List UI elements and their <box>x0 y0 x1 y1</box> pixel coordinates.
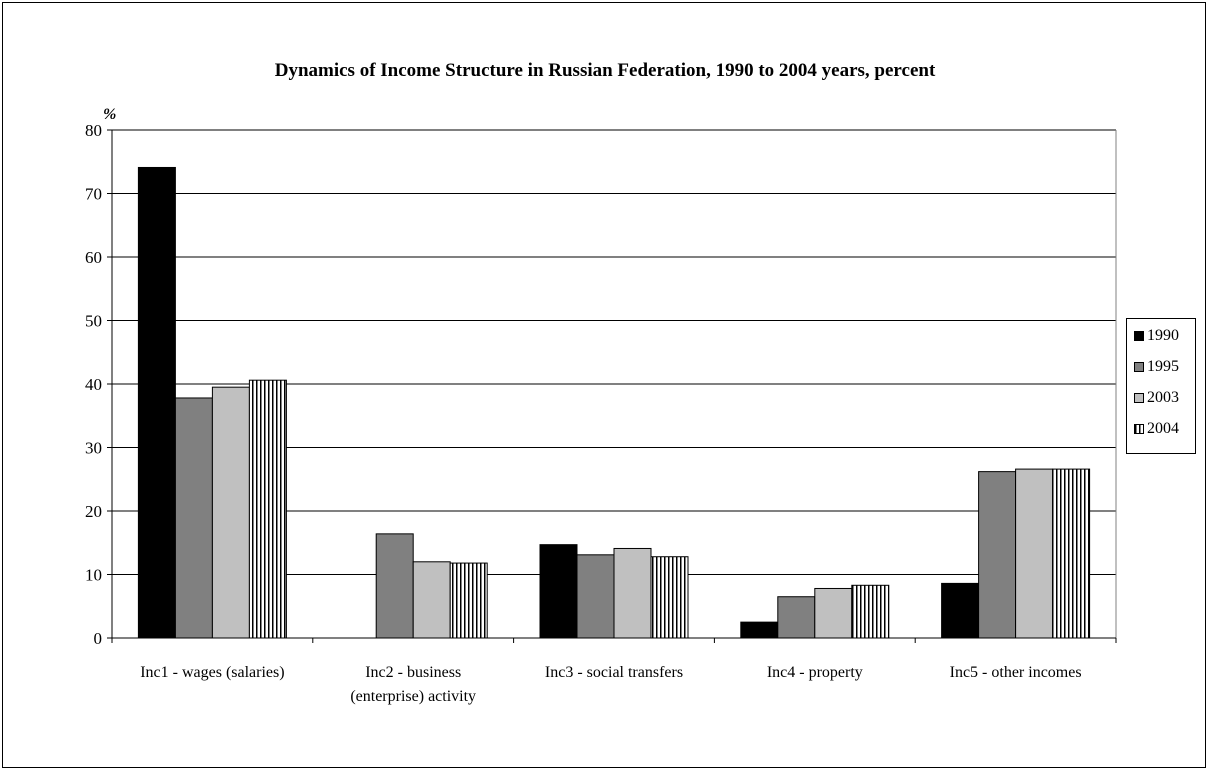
legend-swatch-2003 <box>1134 393 1144 403</box>
legend-swatch-1995 <box>1134 362 1144 372</box>
x-category-label-1: Inc1 - wages (salaries) <box>140 664 284 681</box>
y-tick-label: 30 <box>85 439 102 458</box>
bar-2003-4 <box>814 587 853 639</box>
legend-item-2004: 2004 <box>1134 419 1179 439</box>
bar-1990-3 <box>539 544 578 639</box>
bar-2004-1 <box>248 379 287 639</box>
y-axis-unit-label: % <box>103 106 116 123</box>
x-category-label-4: Inc4 - property <box>767 664 863 681</box>
bar-1990-5 <box>941 582 980 639</box>
bar-2004-3 <box>650 556 689 639</box>
bar-2004-2 <box>449 562 488 639</box>
legend-item-2003: 2003 <box>1134 388 1179 408</box>
bar-2004-4 <box>851 584 890 639</box>
legend: 1990 1995 2003 2004 <box>1126 318 1196 454</box>
bar-1990-4 <box>740 621 779 639</box>
legend-item-1990: 1990 <box>1134 326 1179 346</box>
x-category-label-5: Inc5 - other incomes <box>950 664 1082 681</box>
y-tick-label: 40 <box>85 375 102 394</box>
bar-1990-1 <box>137 166 176 639</box>
chart-title: Dynamics of Income Structure in Russian … <box>275 60 936 81</box>
legend-label-1995: 1995 <box>1147 358 1179 375</box>
bar-1995-1 <box>174 397 213 639</box>
bar-2003-2 <box>412 561 451 639</box>
legend-item-1995: 1995 <box>1134 357 1179 377</box>
legend-label-1990: 1990 <box>1147 327 1179 344</box>
bar-2003-1 <box>211 386 250 639</box>
y-tick-label: 80 <box>85 121 102 140</box>
y-tick-label: 10 <box>85 566 102 585</box>
y-tick-label: 70 <box>85 185 102 204</box>
y-tick-label: 50 <box>85 312 102 331</box>
legend-label-2004: 2004 <box>1147 420 1179 437</box>
legend-swatch-1990 <box>1134 331 1144 341</box>
y-tick-label: 20 <box>85 502 102 521</box>
bar-2003-5 <box>1015 468 1054 639</box>
y-tick-label: 60 <box>85 248 102 267</box>
bar-2003-3 <box>613 547 652 639</box>
legend-swatch-2004 <box>1134 424 1144 434</box>
bar-1995-2 <box>375 533 414 639</box>
x-category-label-3: Inc3 - social transfers <box>545 664 683 681</box>
y-tick-label: 0 <box>94 629 103 648</box>
bar-1995-3 <box>576 554 615 639</box>
x-category-label-2: Inc2 - business (enterprise) activity <box>350 664 476 705</box>
bar-1995-4 <box>777 596 816 639</box>
legend-label-2003: 2003 <box>1147 389 1179 406</box>
bar-2004-5 <box>1052 468 1091 639</box>
bar-1995-5 <box>978 471 1017 639</box>
